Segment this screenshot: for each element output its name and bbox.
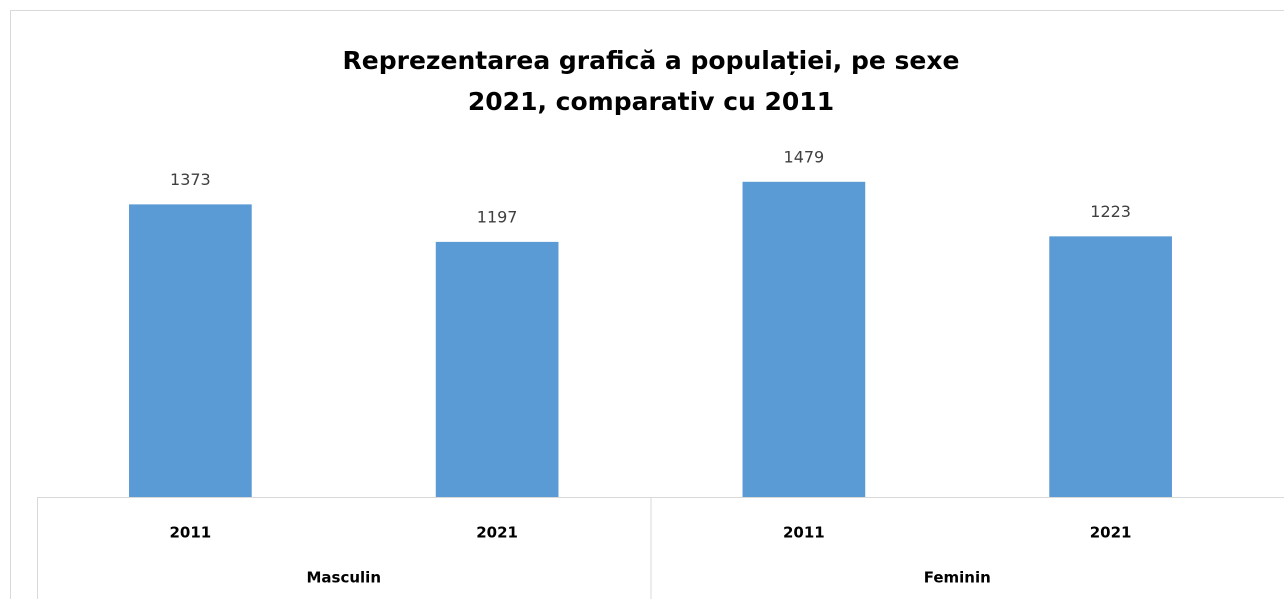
x-tick-label: 2021 xyxy=(1090,524,1132,542)
bar xyxy=(435,241,559,497)
group-label: Masculin xyxy=(306,569,381,587)
bar xyxy=(129,204,252,497)
data-label: 1197 xyxy=(477,207,518,226)
bar xyxy=(1049,236,1172,497)
group-label: Feminin xyxy=(924,569,991,587)
x-tick-label: 2011 xyxy=(783,524,825,542)
x-tick-label: 2021 xyxy=(476,524,518,542)
data-label: 1479 xyxy=(784,147,825,166)
data-label: 1223 xyxy=(1090,202,1131,221)
x-tick-label: 2011 xyxy=(170,524,212,542)
chart-title: Reprezentarea grafică a populației, pe s… xyxy=(343,46,960,75)
data-label: 1373 xyxy=(170,170,211,189)
bar xyxy=(742,181,866,497)
chart-title: 2021, comparativ cu 2011 xyxy=(468,87,834,116)
